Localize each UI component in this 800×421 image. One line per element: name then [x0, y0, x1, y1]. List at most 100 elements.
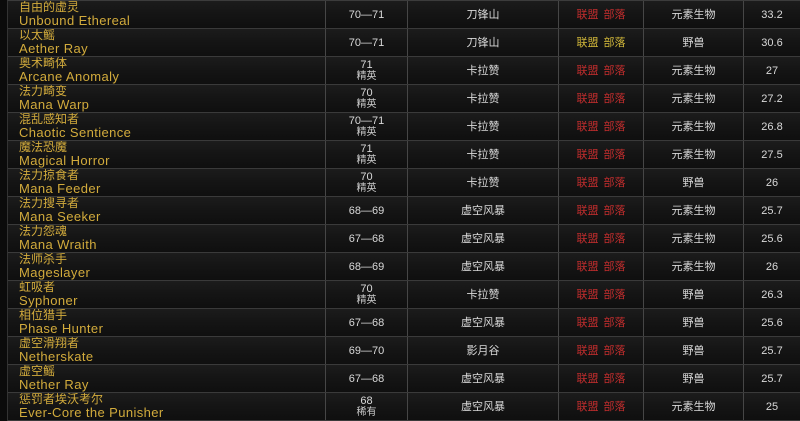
creature-type-label: 元素生物	[671, 400, 716, 413]
match-score-value: 26.8	[761, 120, 783, 133]
npc-level-cell: 70—71	[326, 1, 408, 28]
creature-type-label: 野兽	[682, 344, 705, 357]
zone-link[interactable]: 虚空风暴	[461, 204, 505, 217]
npc-table-row: 混乱感知者 Chaotic Sentience 70—71 精英 卡拉赞 联盟 …	[8, 113, 800, 141]
npc-table-row: 法力搜寻者 Mana Seeker 68—69 虚空风暴 联盟 部落 元素生物 …	[8, 197, 800, 225]
zone-link[interactable]: 卡拉赞	[466, 148, 500, 161]
alliance-reaction-label: 联盟	[576, 36, 599, 49]
npc-name-link-en[interactable]: Mageslayer	[19, 265, 91, 280]
npc-score-cell: 26	[744, 169, 800, 196]
zone-link[interactable]: 卡拉赞	[466, 176, 500, 189]
npc-level-cell: 68 稀有	[326, 393, 408, 420]
alliance-reaction-label: 联盟	[576, 120, 599, 133]
npc-name-link-cn[interactable]: 虚空滑翔者	[19, 337, 80, 350]
horde-reaction-label: 部落	[603, 344, 626, 357]
npc-name-link-en[interactable]: Ever-Core the Punisher	[19, 405, 164, 420]
npc-name-link-cn[interactable]: 法力掠食者	[19, 169, 80, 182]
npc-name-link-en[interactable]: Netherskate	[19, 349, 94, 364]
npc-reaction-cell: 联盟 部落	[559, 169, 644, 196]
npc-zone-cell: 卡拉赞	[408, 57, 559, 84]
zone-link[interactable]: 虚空风暴	[461, 232, 505, 245]
npc-name-link-cn[interactable]: 法力搜寻者	[19, 197, 80, 210]
npc-reaction-cell: 联盟 部落	[559, 365, 644, 392]
npc-reaction-cell: 联盟 部落	[559, 309, 644, 336]
zone-link[interactable]: 刀锋山	[466, 8, 500, 21]
horde-reaction-label: 部落	[603, 148, 626, 161]
alliance-reaction-label: 联盟	[576, 176, 599, 189]
npc-name-link-en[interactable]: Chaotic Sentience	[19, 125, 132, 140]
creature-type-label: 元素生物	[671, 120, 716, 133]
npc-score-cell: 25.7	[744, 337, 800, 364]
zone-link[interactable]: 虚空风暴	[461, 316, 505, 329]
match-score-value: 25.7	[761, 204, 783, 217]
npc-name-link-cn[interactable]: 自由的虚灵	[19, 1, 80, 14]
npc-name-cell: 魔法恐魔 Magical Horror	[8, 141, 326, 168]
npc-name-link-en[interactable]: Arcane Anomaly	[19, 69, 120, 84]
npc-reaction-cell: 联盟 部落	[559, 57, 644, 84]
npc-name-link-cn[interactable]: 法师杀手	[19, 253, 68, 266]
npc-level-cell: 67—68	[326, 365, 408, 392]
npc-name-link-en[interactable]: Syphoner	[19, 293, 78, 308]
npc-level-cell: 68—69	[326, 197, 408, 224]
zone-link[interactable]: 卡拉赞	[466, 92, 500, 105]
npc-zone-cell: 虚空风暴	[408, 365, 559, 392]
npc-name-link-cn[interactable]: 以太鳐	[19, 29, 56, 42]
npc-reaction-cell: 联盟 部落	[559, 85, 644, 112]
npc-name-link-cn[interactable]: 法力畸变	[19, 85, 68, 98]
horde-reaction-label: 部落	[603, 232, 626, 245]
npc-level-value: 67—68	[348, 316, 385, 329]
zone-link[interactable]: 刀锋山	[466, 36, 500, 49]
zone-link[interactable]: 卡拉赞	[466, 120, 500, 133]
npc-name-link-en[interactable]: Mana Warp	[19, 97, 90, 112]
npc-reaction-cell: 联盟 部落	[559, 393, 644, 420]
npc-table-row: 以太鳐 Aether Ray 70—71 刀锋山 联盟 部落 野兽 30.6	[8, 29, 800, 57]
npc-name-link-en[interactable]: Nether Ray	[19, 377, 89, 392]
npc-name-link-en[interactable]: Mana Seeker	[19, 209, 101, 224]
npc-creature-type-cell: 元素生物	[644, 141, 744, 168]
npc-name-link-en[interactable]: Phase Hunter	[19, 321, 104, 336]
npc-name-link-cn[interactable]: 奥术畸体	[19, 57, 68, 70]
zone-link[interactable]: 卡拉赞	[466, 288, 500, 301]
npc-name-link-en[interactable]: Unbound Ethereal	[19, 13, 131, 28]
npc-score-cell: 25.7	[744, 197, 800, 224]
creature-type-label: 元素生物	[671, 204, 716, 217]
npc-name-cell: 自由的虚灵 Unbound Ethereal	[8, 1, 326, 28]
npc-table-row: 惩罚者埃沃考尔 Ever-Core the Punisher 68 稀有 虚空风…	[8, 393, 800, 421]
npc-name-link-en[interactable]: Aether Ray	[19, 41, 89, 56]
npc-classification-tag: 精英	[356, 71, 377, 82]
npc-name-link-cn[interactable]: 惩罚者埃沃考尔	[19, 393, 104, 406]
npc-level-value: 70—71	[348, 36, 385, 49]
npc-level-cell: 70 精英	[326, 85, 408, 112]
npc-name-cell: 混乱感知者 Chaotic Sentience	[8, 113, 326, 140]
npc-creature-type-cell: 野兽	[644, 281, 744, 308]
zone-link[interactable]: 虚空风暴	[461, 400, 505, 413]
zone-link[interactable]: 影月谷	[466, 344, 500, 357]
zone-link[interactable]: 虚空风暴	[461, 372, 505, 385]
npc-zone-cell: 卡拉赞	[408, 281, 559, 308]
zone-link[interactable]: 虚空风暴	[461, 260, 505, 273]
npc-level-value: 70—71	[348, 115, 385, 127]
npc-name-link-cn[interactable]: 法力怨魂	[19, 225, 68, 238]
npc-name-link-cn[interactable]: 虚空鳐	[19, 365, 56, 378]
npc-name-link-en[interactable]: Mana Wraith	[19, 237, 97, 252]
npc-table-row: 法力畸变 Mana Warp 70 精英 卡拉赞 联盟 部落 元素生物 27.2	[8, 85, 800, 113]
npc-table-row: 奥术畸体 Arcane Anomaly 71 精英 卡拉赞 联盟 部落 元素生物…	[8, 57, 800, 85]
npc-name-link-cn[interactable]: 混乱感知者	[19, 113, 80, 126]
creature-type-label: 野兽	[682, 372, 705, 385]
npc-name-link-cn[interactable]: 虹吸者	[19, 281, 56, 294]
npc-name-link-en[interactable]: Mana Feeder	[19, 181, 101, 196]
zone-link[interactable]: 卡拉赞	[466, 64, 500, 77]
npc-score-cell: 33.2	[744, 1, 800, 28]
alliance-reaction-label: 联盟	[576, 204, 599, 217]
npc-name-link-en[interactable]: Magical Horror	[19, 153, 110, 168]
npc-reaction-cell: 联盟 部落	[559, 337, 644, 364]
horde-reaction-label: 部落	[603, 36, 626, 49]
npc-score-cell: 27.2	[744, 85, 800, 112]
npc-creature-type-cell: 元素生物	[644, 1, 744, 28]
horde-reaction-label: 部落	[603, 372, 626, 385]
npc-name-link-cn[interactable]: 魔法恐魔	[19, 141, 68, 154]
npc-classification-tag: 精英	[356, 99, 377, 110]
match-score-value: 33.2	[761, 8, 783, 21]
alliance-reaction-label: 联盟	[576, 232, 599, 245]
npc-name-link-cn[interactable]: 相位猎手	[19, 309, 68, 322]
